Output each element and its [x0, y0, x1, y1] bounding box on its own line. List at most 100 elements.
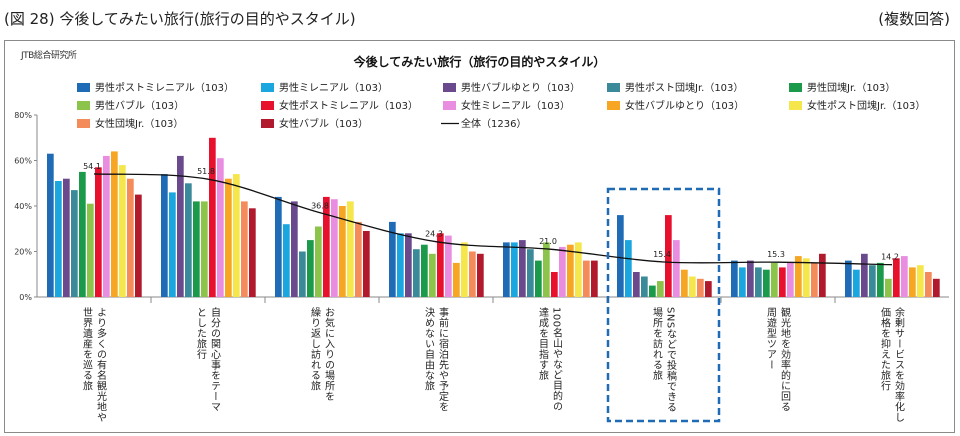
bar: [55, 181, 62, 297]
bar: [461, 242, 468, 297]
bar: [233, 174, 240, 297]
bar: [869, 265, 876, 297]
bar: [503, 242, 510, 297]
bar: [731, 260, 738, 297]
x-category-label: お気に入りの場所を: [323, 307, 335, 402]
bar: [347, 201, 354, 297]
x-category-label: 達成を目指す旅: [537, 307, 549, 381]
bar: [119, 165, 126, 297]
bar: [673, 240, 680, 297]
chart-title: 今後してみたい旅行（旅行の目的やスタイル）: [353, 55, 606, 69]
bar: [535, 260, 542, 297]
bar: [111, 151, 118, 297]
bar: [845, 260, 852, 297]
legend-swatch: [261, 83, 274, 92]
bar: [901, 256, 908, 297]
total-data-label: 21.0: [539, 237, 557, 246]
y-tick-label: 60%: [14, 157, 32, 166]
bar: [771, 262, 778, 297]
bar: [421, 244, 428, 297]
legend-swatch: [789, 83, 802, 92]
total-data-label: 54.1: [83, 162, 101, 171]
bar: [763, 269, 770, 297]
legend-swatch: [261, 119, 274, 128]
legend-swatch: [77, 101, 90, 110]
x-category-label: 余剰サービスを効率化し: [893, 306, 905, 423]
total-data-label: 15.4: [653, 250, 671, 259]
bar: [397, 233, 404, 297]
legend-label: 全体（1236）: [461, 117, 526, 130]
bar: [71, 190, 78, 297]
x-category-label: 周遊型ツアー: [765, 307, 777, 370]
bar: [185, 183, 192, 298]
legend-label: 女性団塊Jr.（103）: [95, 117, 183, 130]
bar: [819, 253, 826, 297]
figure-title: (図 28) 今後してみたい旅行(旅行の目的やスタイル): [4, 10, 356, 28]
bar: [429, 253, 436, 297]
bar: [225, 178, 232, 297]
bar: [103, 155, 110, 297]
bar: [681, 269, 688, 297]
bar: [307, 240, 314, 297]
legend-label: 男性ポストミレニアル（103）: [95, 81, 234, 94]
bar: [95, 167, 102, 297]
bar: [161, 174, 168, 297]
legend-swatch: [789, 101, 802, 110]
bar: [437, 233, 444, 297]
bar: [591, 260, 598, 297]
legend-label: 女性ポストミレニアル（103）: [279, 99, 418, 112]
legend-label: 男性バブル（103）: [95, 99, 184, 112]
total-line: [93, 173, 893, 266]
legend-swatch: [443, 101, 456, 110]
bar: [567, 244, 574, 297]
y-tick-label: 40%: [14, 202, 32, 211]
legend-label: 女性ミレニアル（103）: [461, 99, 570, 112]
bar: [469, 251, 476, 297]
y-tick-label: 80%: [14, 111, 32, 120]
bar: [331, 199, 338, 297]
bar: [543, 242, 550, 297]
legend-label: 女性ポスト団塊Jr.（103）: [807, 99, 925, 112]
bar: [283, 224, 290, 297]
legend-swatch: [261, 101, 274, 110]
bar: [241, 201, 248, 297]
bar: [641, 276, 648, 297]
chart-panel: JTB総合研究所 今後してみたい旅行（旅行の目的やスタイル） 男性ポストミレニア…: [4, 40, 955, 433]
x-category-label: 観光地を効率的に回る: [779, 306, 791, 412]
bar: [689, 276, 696, 297]
bar: [201, 201, 208, 297]
bar: [79, 171, 86, 297]
bar: [551, 272, 558, 297]
bar: [779, 267, 786, 297]
y-tick-label: 0%: [19, 293, 32, 302]
bar: [633, 272, 640, 297]
bar: [519, 240, 526, 297]
legend-label: 男性ミレニアル（103）: [279, 81, 388, 94]
bar: [453, 262, 460, 297]
bar: [527, 249, 534, 297]
total-data-label: 36.8: [311, 201, 329, 210]
bar: [445, 235, 452, 297]
legend-swatch: [443, 83, 456, 92]
bar: [177, 155, 184, 297]
bar: [755, 267, 762, 297]
legend-swatch: [607, 101, 620, 110]
bar: [861, 253, 868, 297]
bar: [323, 196, 330, 297]
bar: [355, 221, 362, 297]
bar: [193, 201, 200, 297]
bar: [909, 267, 916, 297]
x-category-label: より多くの有名観光地や: [95, 307, 107, 423]
bar: [169, 192, 176, 297]
answer-type-note: (複数回答): [878, 10, 950, 28]
bar: [63, 178, 70, 297]
x-category-label: SNSなどで投稿できる: [665, 307, 677, 413]
bar: [795, 256, 802, 297]
bar: [657, 281, 664, 297]
x-category-label: 繰り返し訪れる旅: [309, 306, 321, 392]
bar: [405, 233, 412, 297]
bar: [299, 251, 306, 297]
x-category-label: 価格を抑えた旅行: [879, 306, 891, 392]
bar: [389, 221, 396, 297]
bar: [209, 137, 216, 298]
